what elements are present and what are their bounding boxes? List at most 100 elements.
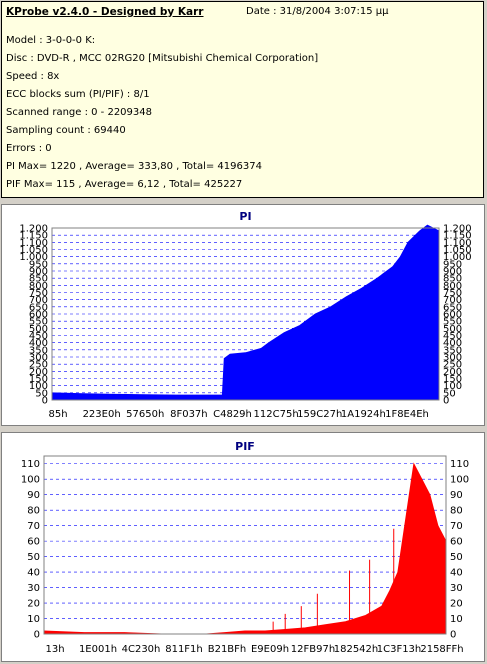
pif-y-tick-label-left: 110	[21, 459, 40, 470]
pi-chart-title: PI	[239, 210, 251, 223]
pif-chart-title: PIF	[235, 440, 255, 453]
pi-y-tick-label-right: 300	[443, 353, 462, 364]
pi-y-tick-label-left: 800	[29, 281, 48, 292]
pi-y-tick-label-left: 650	[29, 302, 48, 313]
pif-y-tick-label-left: 70	[27, 521, 40, 532]
pi-y-tick-label-left: 750	[29, 288, 48, 299]
pi-x-tick-label: 223E0h	[83, 409, 121, 420]
pif-y-tick-label-left: 0	[34, 630, 40, 641]
pif-x-tick-label: 2158FFh	[420, 644, 463, 655]
pif-x-tick-label: 811F1h	[165, 644, 203, 655]
pif-x-tick-label: 12FB97h	[291, 644, 335, 655]
pi-y-tick-label-right: 750	[443, 288, 462, 299]
pif-x-tick-label: 1C3F13h	[377, 644, 422, 655]
pi-y-tick-label-left: 200	[29, 367, 48, 378]
pi-y-tick-label-left: 900	[29, 267, 48, 278]
pif-y-tick-label-right: 110	[450, 459, 469, 470]
pi-y-tick-label-left: 850	[29, 274, 48, 285]
pif-x-tick-label: 182542h	[334, 644, 379, 655]
pi-y-tick-label-left: 0	[42, 396, 48, 407]
info-disc: Disc : DVD-R , MCC 02RG20 [Mitsubishi Ch…	[6, 53, 319, 64]
pi-x-tick-label: 112C75h	[254, 409, 299, 420]
pif-y-tick-label-right: 40	[450, 568, 463, 579]
pi-y-tick-label-left: 150	[29, 374, 48, 385]
pif-x-tick-label: E9E09h	[251, 644, 289, 655]
pif-x-tick-label: B21BFh	[208, 644, 247, 655]
pi-y-tick-label-left: 1.100	[19, 238, 48, 249]
pif-y-tick-label-left: 40	[27, 568, 40, 579]
info-title: KProbe v2.4.0 - Designed by Karr	[6, 6, 204, 18]
info-ecc: ECC blocks sum (PI/PIF) : 8/1	[6, 89, 150, 100]
pif-y-tick-label-left: 80	[27, 506, 40, 517]
pif-y-tick-label-left: 10	[27, 614, 40, 625]
pi-y-tick-label-right: 350	[443, 345, 462, 356]
pi-y-tick-label-right: 1.100	[443, 238, 472, 249]
pif-y-tick-label-left: 30	[27, 583, 40, 594]
pi-y-tick-label-left: 250	[29, 360, 48, 371]
pi-x-tick-label: 159C27h	[297, 409, 342, 420]
pi-y-tick-label-right: 250	[443, 360, 462, 371]
pi-x-tick-label: 85h	[48, 409, 67, 420]
pi-y-tick-label-left: 1.200	[19, 224, 48, 235]
pi-y-tick-label-left: 700	[29, 295, 48, 306]
pi-y-tick-label-left: 450	[29, 331, 48, 342]
pi-x-tick-label: C4829h	[213, 409, 252, 420]
pi-y-tick-label-right: 1.050	[443, 245, 472, 256]
info-range: Scanned range : 0 - 2209348	[6, 107, 152, 118]
pi-y-tick-label-left: 1.000	[19, 252, 48, 263]
pif-plot-area	[44, 456, 446, 634]
pi-y-tick-label-right: 200	[443, 367, 462, 378]
info-pif-stats: PIF Max= 115 , Average= 6,12 , Total= 42…	[6, 179, 243, 190]
pif-plot-frame	[43, 455, 447, 635]
pi-y-tick-label-right: 1.000	[443, 252, 472, 263]
pi-y-tick-label-right: 900	[443, 267, 462, 278]
pif-y-tick-label-left: 20	[27, 599, 40, 610]
pif-x-tick-label: 4C230h	[122, 644, 161, 655]
pi-series-area	[51, 224, 440, 401]
pi-y-tick-label-left: 400	[29, 338, 48, 349]
pi-y-tick-label-left: 350	[29, 345, 48, 356]
pif-chart: PIF 0 0 10 10 20 20 30 30 40 40 50 50 60 60 70 70 80 80 90 9…	[21, 440, 469, 655]
pi-y-tick-label-right: 600	[443, 310, 462, 321]
info-speed: Speed : 8x	[6, 71, 60, 82]
pi-y-tick-label-left: 50	[35, 388, 48, 399]
pif-y-tick-label-right: 70	[450, 521, 463, 532]
pif-y-tick-label-right: 80	[450, 506, 463, 517]
pi-x-tick-label: 1F8E4Eh	[385, 409, 429, 420]
pi-y-tick-label-right: 100	[443, 381, 462, 392]
pi-y-tick-label-right: 150	[443, 374, 462, 385]
pif-y-tick-label-left: 60	[27, 537, 40, 548]
pi-chart-panel: PI 0 0 50 50 100 100 150 150 200 200 250 250 300 300 35…	[1, 204, 485, 426]
pi-x-tick-label: 1A1924h	[341, 409, 386, 420]
pif-y-tick-label-left: 50	[27, 552, 40, 563]
pi-y-tick-label-right: 550	[443, 317, 462, 328]
pi-y-tick-label-left: 550	[29, 317, 48, 328]
pi-y-tick-label-right: 50	[443, 388, 456, 399]
pi-y-tick-label-right: 400	[443, 338, 462, 349]
info-sampling: Sampling count : 69440	[6, 125, 126, 136]
pi-y-tick-label-left: 100	[29, 381, 48, 392]
pi-y-tick-label-right: 1.150	[443, 231, 472, 242]
pif-y-tick-label-right: 50	[450, 552, 463, 563]
pi-y-tick-label-left: 500	[29, 324, 48, 335]
pif-y-tick-label-right: 0	[450, 630, 456, 641]
pif-y-tick-label-right: 60	[450, 537, 463, 548]
pif-chart-panel: PIF 0 0 10 10 20 20 30 30 40 40 50 50 60 60 70 70 80 80 90 9…	[1, 432, 485, 662]
pi-y-tick-label-left: 600	[29, 310, 48, 321]
pi-plot-frame	[51, 227, 440, 401]
info-pi-stats: PI Max= 1220 , Average= 333,80 , Total= …	[6, 161, 262, 172]
pif-y-tick-label-left: 90	[27, 490, 40, 501]
pif-y-tick-label-right: 100	[450, 475, 469, 486]
pi-y-tick-label-right: 500	[443, 324, 462, 335]
pi-y-tick-label-left: 1.150	[19, 231, 48, 242]
pi-y-tick-label-right: 950	[443, 259, 462, 270]
pif-y-tick-label-right: 90	[450, 490, 463, 501]
pi-x-tick-label: 8F037h	[170, 409, 208, 420]
pif-y-tick-label-right: 10	[450, 614, 463, 625]
pi-y-tick-label-right: 450	[443, 331, 462, 342]
pi-y-tick-label-right: 1.200	[443, 224, 472, 235]
info-panel: KProbe v2.4.0 - Designed by Karr Date : …	[1, 1, 484, 198]
pi-y-tick-label-right: 0	[443, 396, 449, 407]
pif-y-tick-label-right: 30	[450, 583, 463, 594]
